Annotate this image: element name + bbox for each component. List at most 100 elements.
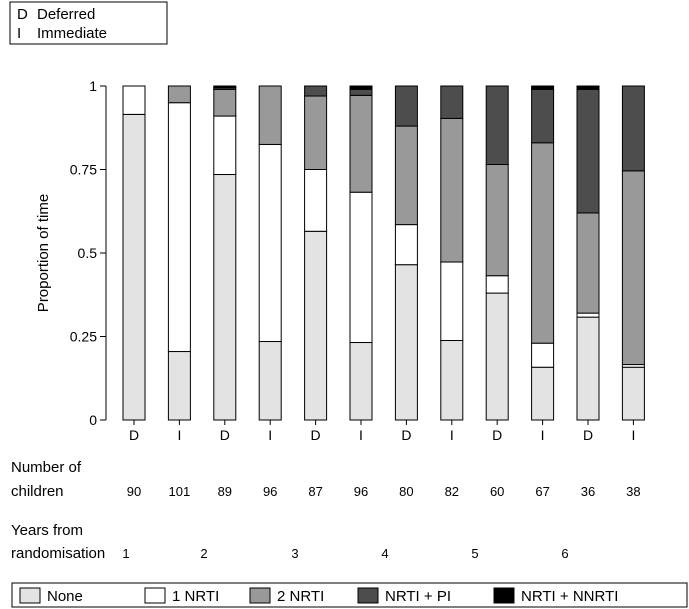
year-label: 4 xyxy=(381,546,388,561)
bar-segment xyxy=(258,143,282,343)
bar-segment xyxy=(304,95,328,170)
children-count: 80 xyxy=(399,484,413,499)
bar-segment xyxy=(213,88,237,117)
bar-segment xyxy=(349,88,373,96)
bar-segment xyxy=(167,85,191,104)
bar-segment xyxy=(531,85,555,90)
bar-segment xyxy=(349,94,373,193)
legend-swatch xyxy=(493,587,515,604)
bar-segment xyxy=(394,85,418,127)
bar-segment xyxy=(349,342,373,421)
bar-segment xyxy=(394,264,418,421)
bar-segment xyxy=(440,117,464,263)
bar-segment xyxy=(167,351,191,421)
x-tick-label: I xyxy=(359,427,363,443)
x-tick-label: D xyxy=(311,427,321,443)
bar-segment xyxy=(213,85,237,89)
x-tick-label: D xyxy=(220,427,230,443)
y-tick-label: 0.25 xyxy=(70,329,97,345)
bar-segment xyxy=(304,169,328,232)
bar-segment xyxy=(531,88,555,144)
bar-segment xyxy=(576,88,600,214)
bar-segment xyxy=(576,316,600,421)
bar-segment xyxy=(485,163,509,277)
x-tick-label: D xyxy=(129,427,139,443)
legend-swatch xyxy=(249,587,271,604)
bar-segment xyxy=(621,366,645,421)
bar-segment xyxy=(258,85,282,145)
top-legend-code-deferred: D xyxy=(17,6,28,23)
year-label: 3 xyxy=(291,546,298,561)
y-tick-label: 0.5 xyxy=(78,245,98,261)
bar-segment xyxy=(440,261,464,342)
children-count: 96 xyxy=(354,484,368,499)
bar-segment xyxy=(304,230,328,421)
top-legend-frame xyxy=(9,1,168,45)
bar-segment xyxy=(576,212,600,314)
bar-segment xyxy=(576,85,600,90)
bar-segment xyxy=(440,85,464,119)
legend-label: 1 NRTI xyxy=(172,588,219,605)
legend-swatch xyxy=(19,587,41,604)
children-counts: 90 101 89 96 87 96 80 82 60 67 36 38 xyxy=(127,484,641,499)
bottom-legend-frame xyxy=(11,582,688,608)
children-count: 36 xyxy=(581,484,595,499)
legend-label: None xyxy=(47,588,83,605)
year-label: 6 xyxy=(561,546,568,561)
y-tick-label: 0 xyxy=(89,412,97,428)
bar-segment xyxy=(440,340,464,421)
bar-segment xyxy=(122,113,146,421)
bar-segment xyxy=(531,366,555,421)
children-count: 38 xyxy=(626,484,640,499)
children-count: 60 xyxy=(490,484,504,499)
y-tick-label: 0.75 xyxy=(70,162,97,178)
x-tick-label: D xyxy=(401,427,411,443)
bars xyxy=(122,85,645,421)
top-legend-label-immediate: Immediate xyxy=(37,25,107,42)
children-count: 67 xyxy=(535,484,549,499)
year-label: 1 xyxy=(122,546,129,561)
children-label-line2: children xyxy=(11,483,64,500)
year-label: 2 xyxy=(200,546,207,561)
children-count: 82 xyxy=(445,484,459,499)
legend-swatch xyxy=(144,587,166,604)
x-tick-label: I xyxy=(541,427,545,443)
top-legend-code-immediate: I xyxy=(17,25,21,42)
bar-segment xyxy=(349,191,373,344)
top-legend: D Deferred I Immediate xyxy=(9,1,168,45)
bar-segment xyxy=(394,224,418,266)
bar-segment xyxy=(531,142,555,344)
x-tick-label: D xyxy=(492,427,502,443)
x-tick-label: I xyxy=(631,427,635,443)
bar-segment xyxy=(258,341,282,421)
children-count: 87 xyxy=(308,484,322,499)
bar-segment xyxy=(122,85,146,115)
children-count: 90 xyxy=(127,484,141,499)
bar-segment xyxy=(576,312,600,318)
bar-segment xyxy=(167,102,191,353)
bar-segment xyxy=(485,275,509,294)
legend-label: NRTI + NNRTI xyxy=(521,588,618,605)
top-legend-label-deferred: Deferred xyxy=(37,6,95,23)
x-tick-label: I xyxy=(268,427,272,443)
x-tick-label: I xyxy=(177,427,181,443)
y-ticks: 0 0.25 0.5 0.75 1 xyxy=(70,78,106,428)
years-label-line2: randomisation xyxy=(11,545,105,562)
legend-label: NRTI + PI xyxy=(385,588,451,605)
bar-segment xyxy=(621,170,645,366)
legend-swatch xyxy=(357,587,379,604)
bar-segment xyxy=(485,292,509,421)
y-axis-title: Proportion of time xyxy=(35,194,52,312)
bar-segment xyxy=(621,85,645,172)
children-count: 89 xyxy=(218,484,232,499)
bar-segment xyxy=(394,125,418,226)
bar-segment xyxy=(349,85,373,90)
x-tick-label: I xyxy=(450,427,454,443)
bar-segment xyxy=(304,85,328,97)
year-label: 5 xyxy=(471,546,478,561)
children-count: 101 xyxy=(169,484,191,499)
years-values: 1 2 3 4 5 6 xyxy=(122,546,568,561)
bottom-legend: None 1 NRTI 2 NRTI NRTI + PI NRTI + NNRTI xyxy=(19,587,618,605)
